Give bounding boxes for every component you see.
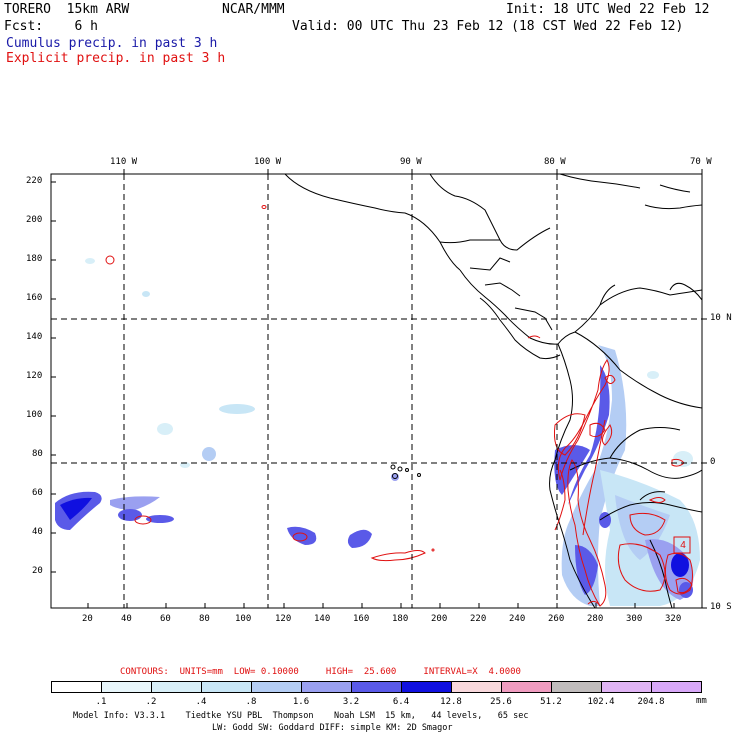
map-frame	[50, 173, 703, 609]
legend-swatch	[201, 681, 252, 693]
x-tick: 240	[509, 614, 526, 624]
x-tick: 80	[199, 614, 210, 624]
x-tick: 120	[275, 614, 292, 624]
legend-label: .4	[195, 697, 207, 707]
legend-swatch	[551, 681, 602, 693]
coastlines	[284, 174, 702, 608]
forecast-hour: Fcst: 6 h	[4, 19, 98, 34]
y-tick: 100	[26, 410, 43, 420]
legend-label: .8	[245, 697, 257, 707]
y-tick: 20	[32, 566, 43, 576]
lat-label-10s: 10 S	[710, 602, 732, 612]
legend-label: 3.2	[342, 697, 360, 707]
latlon-grid	[51, 174, 702, 608]
legend-swatch	[451, 681, 502, 693]
x-tick: 280	[587, 614, 604, 624]
valid-time: Valid: 00 UTC Thu 23 Feb 12 (18 CST Wed …	[292, 19, 684, 34]
legend-label: .1	[95, 697, 107, 707]
explicit-legend-text: Explicit precip. in past 3 h	[6, 51, 226, 66]
legend-label: 102.4	[587, 697, 615, 707]
legend-label: 204.8	[637, 697, 665, 707]
x-tick: 40	[121, 614, 132, 624]
y-tick: 60	[32, 488, 43, 498]
legend-swatch	[601, 681, 652, 693]
x-tick: 200	[431, 614, 448, 624]
legend-swatch	[151, 681, 202, 693]
legend-label: 6.4	[392, 697, 410, 707]
legend-label: 12.8	[440, 697, 462, 707]
x-tick: 220	[470, 614, 487, 624]
x-tick: 260	[548, 614, 565, 624]
contour-label: 4	[680, 540, 686, 551]
lon-label-90w: 90 W	[400, 157, 422, 167]
init-time: Init: 18 UTC Wed 22 Feb 12	[506, 2, 710, 17]
legend-swatch	[301, 681, 352, 693]
legend-swatch	[501, 681, 552, 693]
model-title: TORERO 15km ARW	[4, 2, 130, 17]
legend-label: 51.2	[540, 697, 562, 707]
legend-swatch	[101, 681, 152, 693]
x-tick: 160	[353, 614, 370, 624]
legend-swatch	[651, 681, 702, 693]
axis-ticks	[51, 169, 707, 609]
y-tick: 220	[26, 176, 43, 186]
legend-swatch	[51, 681, 102, 693]
x-tick: 320	[665, 614, 682, 624]
x-tick: 20	[82, 614, 93, 624]
y-tick: 200	[26, 215, 43, 225]
explicit-contours	[105, 205, 693, 607]
lat-label-0: 0	[710, 457, 716, 467]
legend-label: 1.6	[292, 697, 310, 707]
model-info: Model Info: V3.3.1 Tiedtke YSU PBL Thomp…	[73, 711, 529, 721]
contours-info: CONTOURS: UNITS=mm LOW= 0.10000 HIGH= 25…	[120, 667, 521, 677]
lon-label-110w: 110 W	[110, 157, 138, 167]
legend-swatch	[351, 681, 402, 693]
x-tick: 60	[160, 614, 171, 624]
x-tick: 180	[392, 614, 409, 624]
legend-units: mm	[696, 696, 707, 706]
legend-swatch	[401, 681, 452, 693]
y-tick: 120	[26, 371, 43, 381]
physics-info: LW: Godd SW: Goddard DIFF: simple KM: 2D…	[212, 723, 453, 733]
x-tick: 140	[314, 614, 331, 624]
lat-label-10n: 10 N	[710, 313, 732, 323]
lon-label-70w: 70 W	[690, 157, 712, 167]
x-tick: 100	[235, 614, 252, 624]
y-tick: 160	[26, 293, 43, 303]
lon-label-80w: 80 W	[544, 157, 566, 167]
y-tick: 40	[32, 527, 43, 537]
org-label: NCAR/MMM	[222, 2, 285, 17]
y-tick: 80	[32, 449, 43, 459]
legend-label: 25.6	[490, 697, 512, 707]
lon-label-100w: 100 W	[254, 157, 282, 167]
y-tick: 140	[26, 332, 43, 342]
cumulus-legend-text: Cumulus precip. in past 3 h	[6, 36, 218, 51]
legend-swatch	[251, 681, 302, 693]
x-tick: 300	[626, 614, 643, 624]
y-tick: 180	[26, 254, 43, 264]
legend-label: .2	[145, 697, 157, 707]
